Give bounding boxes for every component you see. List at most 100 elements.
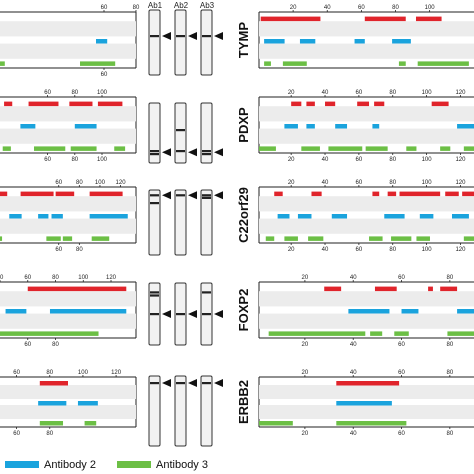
top-tick-label: 40 [322, 180, 329, 186]
top-tick-label: 60 [356, 90, 363, 96]
bottom-tick-label: 120 [455, 157, 466, 163]
epitope-bar-antibody-1 [69, 101, 93, 107]
bottom-tick-label: 20 [302, 431, 309, 437]
panel-stripe-0 [0, 196, 136, 212]
epitope-bar-antibody-3 [282, 61, 307, 66]
panel-stripe-0 [0, 291, 136, 307]
blot-band [176, 35, 185, 38]
blot-arrow-marker [188, 379, 197, 387]
right-panel-1: 20 40 60 80 100 120 20 40 60 80 100 120 PDXP [236, 90, 474, 163]
epitope-bar-antibody-1 [324, 286, 342, 292]
top-tick-label: 20 [302, 275, 309, 281]
blot-arrow-marker [188, 310, 197, 318]
blot-lane-ab1 [148, 189, 161, 256]
blot-arrow-marker [188, 191, 197, 200]
epitope-bar-antibody-3 [91, 236, 110, 241]
epitope-bar-antibody-3 [259, 421, 293, 426]
blot-arrow-marker [214, 148, 223, 157]
epitope-bar-antibody-1 [462, 191, 474, 197]
epitope-bar-antibody-1 [399, 191, 441, 197]
top-tick-label: 80 [71, 90, 78, 96]
epitope-bar-antibody-1 [325, 101, 336, 107]
epitope-bar-antibody-1 [387, 191, 397, 197]
blot-lane-ab1 [148, 102, 161, 164]
blot-band [202, 313, 211, 316]
epitope-bar-antibody-3 [62, 236, 73, 241]
panel-stripe-0 [0, 21, 136, 37]
epitope-bar-antibody-3 [308, 236, 324, 241]
blot-band [150, 153, 159, 156]
bottom-tick-label: 60 [398, 342, 405, 348]
blot-arrow-marker [214, 310, 223, 318]
top-tick-label: 100 [78, 370, 89, 376]
panel-stripe-1 [259, 43, 474, 59]
blot-arrow-marker [162, 148, 171, 157]
epitope-bar-antibody-2 [38, 401, 67, 406]
epitope-bar-antibody-2 [264, 39, 285, 44]
panel-stripe-0 [259, 106, 474, 122]
epitope-bar-antibody-2 [20, 124, 36, 129]
legend-label-antibody-2: Antibody 2 [44, 459, 96, 471]
epitope-bar-antibody-3 [336, 421, 407, 426]
epitope-bar-antibody-3 [463, 146, 474, 151]
epitope-bar-antibody-2 [354, 39, 365, 44]
epitope-bar-antibody-3 [268, 331, 366, 336]
left-panel-column: 60 80 60 60 80 100 60 80 100 60 80 100 120 60 80 40 60 80… [0, 5, 140, 437]
epitope-bar-antibody-3 [440, 146, 451, 151]
bottom-tick-label: 40 [350, 342, 357, 348]
epitope-bar-antibody-1 [431, 101, 449, 107]
ab-header-2: Ab2 [174, 1, 189, 10]
panel-stripe-0 [259, 196, 474, 212]
bottom-tick-label: 80 [446, 431, 453, 437]
epitope-bar-antibody-3 [394, 331, 409, 336]
top-tick-label: 40 [350, 370, 357, 376]
epitope-bar-antibody-1 [372, 191, 380, 197]
bottom-tick-label: 40 [322, 247, 329, 253]
epitope-bar-antibody-2 [9, 214, 22, 219]
blot-arrow-marker [214, 379, 223, 387]
top-tick-label: 60 [101, 5, 108, 11]
blot-band [202, 194, 211, 197]
panel-stripe-1 [259, 313, 474, 329]
bottom-tick-label: 80 [446, 342, 453, 348]
epitope-bar-antibody-1 [374, 101, 385, 107]
top-tick-label: 60 [398, 275, 405, 281]
top-tick-label: 80 [446, 275, 453, 281]
panel-stripe-0 [0, 106, 136, 122]
epitope-bar-antibody-2 [392, 39, 411, 44]
gene-label-c22orf29: C22orf29 [236, 187, 251, 243]
bottom-tick-label: 60 [13, 431, 20, 437]
top-tick-label: 120 [106, 275, 117, 281]
top-tick-label: 40 [0, 275, 4, 281]
epitope-bar-antibody-2 [401, 309, 419, 314]
left-panel-0: 60 80 60 [0, 5, 140, 78]
bottom-tick-label: 80 [389, 247, 396, 253]
epitope-bar-antibody-3 [259, 146, 276, 151]
epitope-bar-antibody-3 [2, 146, 11, 151]
left-panel-4: 60 80 100 120 60 80 [0, 370, 137, 437]
top-tick-label: 60 [13, 370, 20, 376]
bottom-tick-label: 60 [356, 247, 363, 253]
bottom-tick-label: 120 [455, 247, 466, 253]
bottom-tick-label: 60 [55, 247, 62, 253]
epitope-bar-antibody-2 [451, 214, 469, 219]
blot-band [150, 294, 159, 297]
gene-label-erbb2: ERBB2 [236, 380, 251, 424]
panel-stripe-0 [259, 291, 474, 307]
panel-stripe-1 [0, 218, 136, 234]
bottom-tick-label: 20 [288, 157, 295, 163]
left-panel-1: 60 80 100 60 80 100 [0, 90, 137, 163]
right-panel-3: 20 40 60 80 20 40 60 80 FOXP2 [236, 275, 474, 348]
epitope-bar-antibody-1 [97, 101, 123, 107]
blot-band [150, 202, 159, 205]
panel-stripe-1 [0, 405, 136, 419]
top-tick-label: 60 [24, 275, 31, 281]
bottom-tick-label: 80 [71, 157, 78, 163]
blot-arrow-marker [162, 32, 171, 40]
epitope-bar-antibody-2 [372, 124, 380, 129]
blot-band [150, 150, 159, 153]
top-tick-label: 80 [76, 180, 83, 186]
top-tick-label: 40 [324, 5, 331, 11]
bottom-tick-label: 60 [398, 431, 405, 437]
